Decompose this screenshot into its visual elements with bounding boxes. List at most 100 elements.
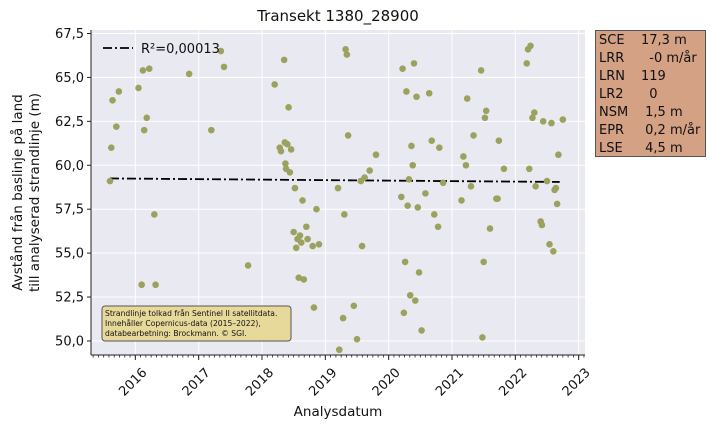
data-point [546, 241, 553, 248]
data-point [300, 276, 308, 283]
data-point [548, 119, 555, 127]
data-point [409, 161, 417, 169]
data-point [406, 291, 414, 299]
data-point [309, 242, 316, 250]
data-point [299, 197, 306, 204]
stat-key: EPR [599, 123, 625, 138]
stat-value: 17,3 m [641, 33, 687, 48]
data-point [217, 47, 225, 55]
data-point [422, 190, 429, 197]
y-tick-label: 65,0 [55, 71, 84, 86]
data-point [220, 63, 228, 71]
data-point [470, 132, 477, 139]
y-axis-label-line: Avstånd från baslinje på land [9, 94, 26, 290]
data-point [106, 177, 114, 185]
data-point [353, 335, 361, 343]
data-point [282, 160, 289, 167]
x-tick-label: 2023 [560, 365, 594, 399]
data-point [559, 116, 567, 123]
data-point [335, 346, 343, 354]
data-point [113, 123, 120, 130]
data-point [304, 235, 311, 243]
x-tick-label: 2019 [306, 365, 340, 399]
trend-line [109, 177, 560, 183]
stat-key: LRN [599, 69, 625, 84]
stat-row-lse: LSE 4,5 m [599, 140, 702, 158]
data-point [343, 51, 351, 58]
data-point [208, 126, 215, 134]
data-point [400, 309, 408, 317]
x-tick-label: 2018 [243, 365, 277, 399]
stat-row-sce: SCE 17,3 m [599, 32, 702, 50]
data-point [295, 274, 303, 282]
chart-title: Transekt 1380_28900 [256, 7, 419, 26]
data-point [405, 176, 413, 183]
data-point [495, 137, 503, 144]
data-point [313, 205, 320, 213]
data-point [310, 304, 318, 311]
data-point [287, 146, 295, 153]
annotation-text: Strandlinje tolkad från Sentinel II sate… [105, 309, 277, 318]
x-tick-label: 2022 [496, 365, 530, 399]
stat-key: NSM [599, 105, 629, 120]
stat-row-epr: EPR 0,2 m/år [599, 122, 702, 140]
data-point [286, 168, 294, 176]
data-point [486, 225, 494, 232]
stat-row-lrr: LRR -0 m/år [599, 50, 702, 68]
data-point [479, 334, 486, 341]
data-point [467, 183, 475, 190]
data-point [151, 211, 158, 218]
stat-value: 119 [641, 69, 666, 84]
data-point [350, 302, 358, 310]
annotation-text: Innehåller Copernicus-data (2015–2022), [105, 319, 261, 328]
data-point [152, 281, 159, 289]
data-point [553, 200, 561, 208]
data-point [271, 81, 278, 88]
data-point [361, 174, 368, 181]
data-point [277, 147, 285, 155]
data-point [334, 184, 342, 192]
data-point [481, 114, 489, 122]
statistics-box: SCE 17,3 m LRR -0 m/år LRN 119 LR2 0 NSM… [595, 30, 706, 157]
x-axis-label: Analysdatum [294, 404, 383, 420]
data-point [463, 95, 471, 102]
data-point [527, 42, 534, 50]
data-point [290, 228, 297, 236]
stat-value: 0 [641, 87, 658, 102]
data-point [138, 281, 145, 289]
data-point [408, 142, 415, 150]
data-point [413, 93, 420, 101]
data-point [462, 161, 470, 169]
data-point [428, 137, 436, 144]
annotation-box [101, 305, 292, 342]
data-point [539, 118, 547, 125]
data-point [555, 151, 562, 159]
data-point [482, 107, 490, 115]
data-point [532, 183, 539, 190]
y-tick-label: 60,0 [55, 159, 84, 174]
data-point [139, 67, 147, 74]
data-point [439, 179, 447, 187]
annotation-text: databearbetning: Brockmann. © SGI. [105, 329, 247, 338]
data-point [434, 223, 442, 231]
data-point [358, 242, 366, 250]
data-point [411, 297, 419, 304]
data-point [529, 114, 536, 122]
stat-value: -0 m/år [641, 51, 697, 66]
y-tick-label: 57,5 [55, 203, 84, 218]
data-point [292, 244, 300, 252]
data-point [425, 89, 433, 97]
stat-key: LR2 [599, 87, 624, 102]
data-point [140, 126, 148, 134]
data-point [145, 65, 153, 72]
data-point [531, 109, 538, 116]
data-point [477, 67, 485, 74]
data-point [418, 327, 425, 334]
data-point [341, 211, 348, 218]
data-point [404, 202, 411, 209]
data-point [430, 211, 438, 218]
y-tick-label: 62,5 [55, 115, 84, 130]
data-point [550, 248, 557, 255]
stat-key: LRR [599, 51, 625, 66]
data-point [296, 232, 304, 239]
